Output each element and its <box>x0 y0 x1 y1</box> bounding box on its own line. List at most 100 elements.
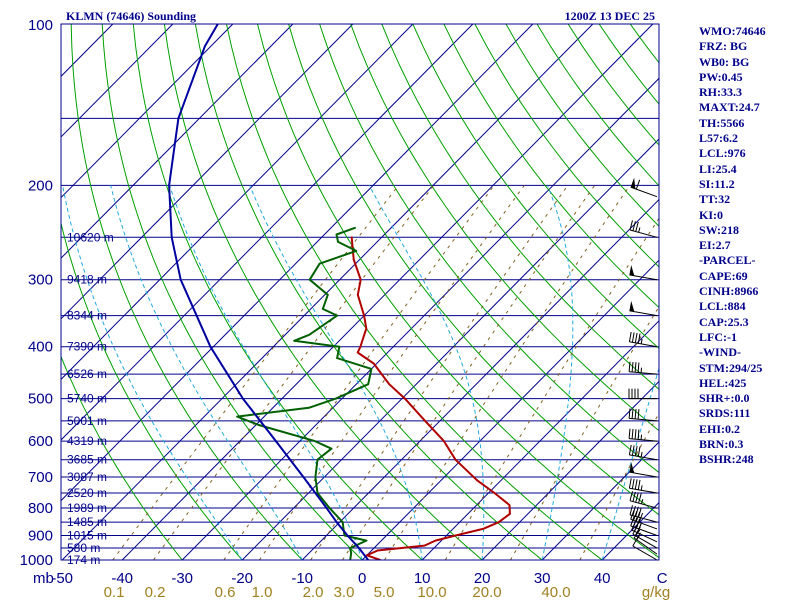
plot-frame <box>60 23 660 561</box>
parcel-point <box>275 440 277 442</box>
dry-adiabat <box>70 24 303 560</box>
dewpoint-point <box>318 262 321 265</box>
temperature-point <box>454 534 457 537</box>
dewpoint-point <box>236 415 239 418</box>
temperature-point <box>376 549 379 552</box>
index-row: SI:11.2 <box>699 176 735 191</box>
wind-barb <box>629 505 658 523</box>
wind-barb <box>628 408 658 422</box>
wind-barb-full <box>634 479 638 490</box>
temperature-point <box>497 521 500 524</box>
dewpoint-point <box>335 397 337 400</box>
index-row: HEL:425 <box>699 375 747 390</box>
mixing-ratio-label: 0.1 <box>104 584 125 600</box>
wind-barb-staff <box>629 500 658 509</box>
wind-barb-full <box>632 491 636 502</box>
temperature-tick-label: -20 <box>231 570 253 587</box>
dewpoint-point <box>355 250 358 252</box>
mixing-ratio-label: 0.6 <box>215 584 236 600</box>
wind-barb-staff <box>629 514 658 523</box>
mixing-ratio-line <box>510 305 659 560</box>
index-row: CAPE:69 <box>699 268 748 283</box>
wind-barb-full <box>638 507 642 518</box>
height-label: 580 m <box>67 541 100 555</box>
wind-barb-staff <box>632 533 658 549</box>
dry-adiabat <box>381 24 659 390</box>
mixing-ratio-line <box>384 185 631 560</box>
wind-barb <box>628 478 658 494</box>
temperature-point <box>509 512 511 515</box>
dry-adiabat <box>132 24 423 560</box>
wind-barb <box>630 177 658 198</box>
index-row: LCL:884 <box>699 299 746 314</box>
wind-barb-full <box>635 506 639 517</box>
parcel-point <box>168 184 171 187</box>
temperature-point <box>423 544 426 547</box>
isotherm-line <box>61 24 474 441</box>
wind-barb-full <box>632 221 636 231</box>
dewpoint-point <box>328 507 331 509</box>
parcel-point <box>335 521 338 524</box>
mixing-ratio-line <box>258 185 525 560</box>
wind-barb-full <box>631 408 634 419</box>
dry-adiabat <box>163 24 483 560</box>
wind-barb-full <box>631 478 635 489</box>
index-row: MAXT:24.7 <box>699 100 760 115</box>
dry-adiabat <box>61 355 183 560</box>
wind-barb <box>628 444 658 461</box>
temperature-point <box>359 278 362 281</box>
moist-adiabat <box>249 185 423 560</box>
wind-barb-flag <box>630 177 636 189</box>
wind-barb-full <box>634 446 638 456</box>
wind-barb-full <box>628 361 631 372</box>
dry-adiabat <box>288 24 659 516</box>
mixing-ratio-label: 10.0 <box>417 584 446 600</box>
mixing-ratio-label: 3.0 <box>334 584 355 600</box>
dewpoint-point <box>308 333 311 336</box>
dewpoint-point <box>335 233 338 236</box>
temperature-tick-label: 0 <box>358 570 366 587</box>
index-row: WMO:74646 <box>699 24 766 38</box>
temperature-point <box>493 492 496 494</box>
mixing-ratio-label: 0.2 <box>145 584 166 600</box>
wind-barb-staff <box>630 525 658 536</box>
dewpoint-point <box>326 293 329 296</box>
sounding-indices: WMO:74646 FRZ: BG WB0: BG PW:0.45 RH:33.3 MAX… <box>699 24 766 468</box>
wind-barb-full <box>637 479 641 490</box>
temperature-tick-label: -50 <box>51 570 73 587</box>
index-row: SHR+:0.0 <box>699 391 750 406</box>
chart-timestamp: 1200Z 13 DEC 25 <box>565 9 655 23</box>
wind-barb <box>628 388 658 400</box>
wind-barb-half <box>640 485 643 491</box>
dewpoint-point <box>321 308 324 310</box>
index-row: SW:218 <box>699 222 740 237</box>
height-label: 9418 m <box>67 273 107 287</box>
wind-barb-full <box>635 492 639 503</box>
wind-barb-flag <box>629 300 635 312</box>
index-row: WB0: BG <box>699 54 750 69</box>
mixing-ratio-label: 40.0 <box>541 584 570 600</box>
isotherm-line <box>61 24 594 560</box>
wind-barb-full <box>628 428 631 439</box>
wind-barb-full <box>634 332 638 343</box>
mixing-ratio-label: 2.0 <box>303 584 324 600</box>
dewpoint-point <box>293 339 296 342</box>
temperature-point <box>359 345 362 348</box>
isotherm-line <box>301 198 659 560</box>
moist-adiabat <box>169 185 363 560</box>
wind-barb <box>629 300 658 317</box>
wind-barb-staff <box>629 454 658 461</box>
dewpoint-point <box>314 476 317 478</box>
index-row: LI:25.4 <box>699 161 737 176</box>
dry-adiabat <box>786 24 800 560</box>
index-row: CINH:8966 <box>699 284 759 299</box>
wind-barb-staff <box>629 371 658 375</box>
index-row: FRZ: BG <box>699 39 748 54</box>
wind-barb <box>630 509 658 530</box>
wind-barb-flag <box>629 265 635 276</box>
height-label: 1015 m <box>67 529 107 543</box>
temperature-point <box>482 528 484 530</box>
parcel-point <box>179 278 182 281</box>
